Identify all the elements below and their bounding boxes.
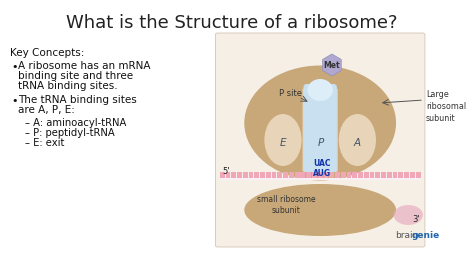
Bar (335, 172, 340, 179)
Bar (364, 172, 369, 179)
Ellipse shape (308, 79, 333, 101)
Bar (289, 172, 294, 179)
Bar (392, 172, 398, 179)
Text: •: • (12, 96, 18, 106)
Bar (249, 172, 254, 179)
Bar (352, 172, 357, 179)
Bar (370, 172, 374, 179)
Bar (306, 172, 311, 179)
Bar (226, 172, 230, 179)
Text: 5': 5' (222, 167, 230, 176)
Bar (346, 172, 351, 179)
Text: Key Concepts:: Key Concepts: (10, 48, 84, 58)
Bar (324, 172, 328, 179)
FancyBboxPatch shape (215, 33, 425, 247)
Bar (329, 172, 334, 179)
Text: small ribosome
subunit: small ribosome subunit (256, 195, 315, 215)
Bar (295, 172, 300, 179)
Bar (220, 172, 225, 179)
Ellipse shape (244, 184, 396, 236)
Bar (272, 172, 276, 179)
Text: UAC: UAC (313, 159, 331, 167)
Text: are A, P, E:: are A, P, E: (18, 105, 74, 115)
Text: genie: genie (411, 231, 439, 240)
Text: P site: P site (279, 88, 302, 97)
Text: The tRNA binding sites: The tRNA binding sites (18, 95, 137, 105)
Ellipse shape (244, 65, 396, 180)
Bar (243, 172, 247, 179)
Ellipse shape (339, 114, 376, 166)
Bar (219, 178, 421, 180)
Text: Large
ribosomal
subunit: Large ribosomal subunit (426, 90, 466, 123)
Text: Met: Met (324, 61, 340, 69)
Text: E: E (280, 138, 286, 148)
Bar (410, 172, 415, 179)
Bar (237, 172, 242, 179)
Text: A ribosome has an mRNA: A ribosome has an mRNA (18, 61, 150, 71)
Bar (381, 172, 386, 179)
Bar (301, 172, 305, 179)
Bar (399, 172, 403, 179)
Bar (341, 172, 346, 179)
Text: tRNA binding sites.: tRNA binding sites. (18, 81, 117, 91)
Bar (318, 172, 323, 179)
Bar (375, 172, 380, 179)
Bar (283, 172, 288, 179)
Bar (255, 172, 259, 179)
Text: – P: peptidyl-tRNA: – P: peptidyl-tRNA (26, 128, 115, 138)
Bar (312, 172, 317, 179)
Text: – E: exit: – E: exit (26, 138, 65, 148)
Bar (416, 172, 420, 179)
FancyBboxPatch shape (303, 84, 337, 172)
FancyBboxPatch shape (302, 88, 338, 172)
Text: P: P (318, 138, 324, 148)
Ellipse shape (393, 205, 423, 225)
Bar (404, 172, 409, 179)
Text: A: A (354, 138, 361, 148)
Text: brain: brain (395, 231, 418, 240)
Bar (387, 172, 392, 179)
Text: AUG: AUG (313, 168, 331, 178)
Bar (358, 172, 363, 179)
Bar (260, 172, 265, 179)
Text: 3': 3' (412, 215, 420, 225)
Text: What is the Structure of a ribosome?: What is the Structure of a ribosome? (66, 14, 398, 32)
Bar (277, 172, 282, 179)
Polygon shape (323, 54, 341, 76)
Text: – A: aminoacyl-tRNA: – A: aminoacyl-tRNA (26, 118, 127, 128)
Text: •: • (12, 62, 18, 72)
Ellipse shape (264, 114, 301, 166)
Bar (231, 172, 236, 179)
Text: binding site and three: binding site and three (18, 71, 133, 81)
Bar (266, 172, 271, 179)
